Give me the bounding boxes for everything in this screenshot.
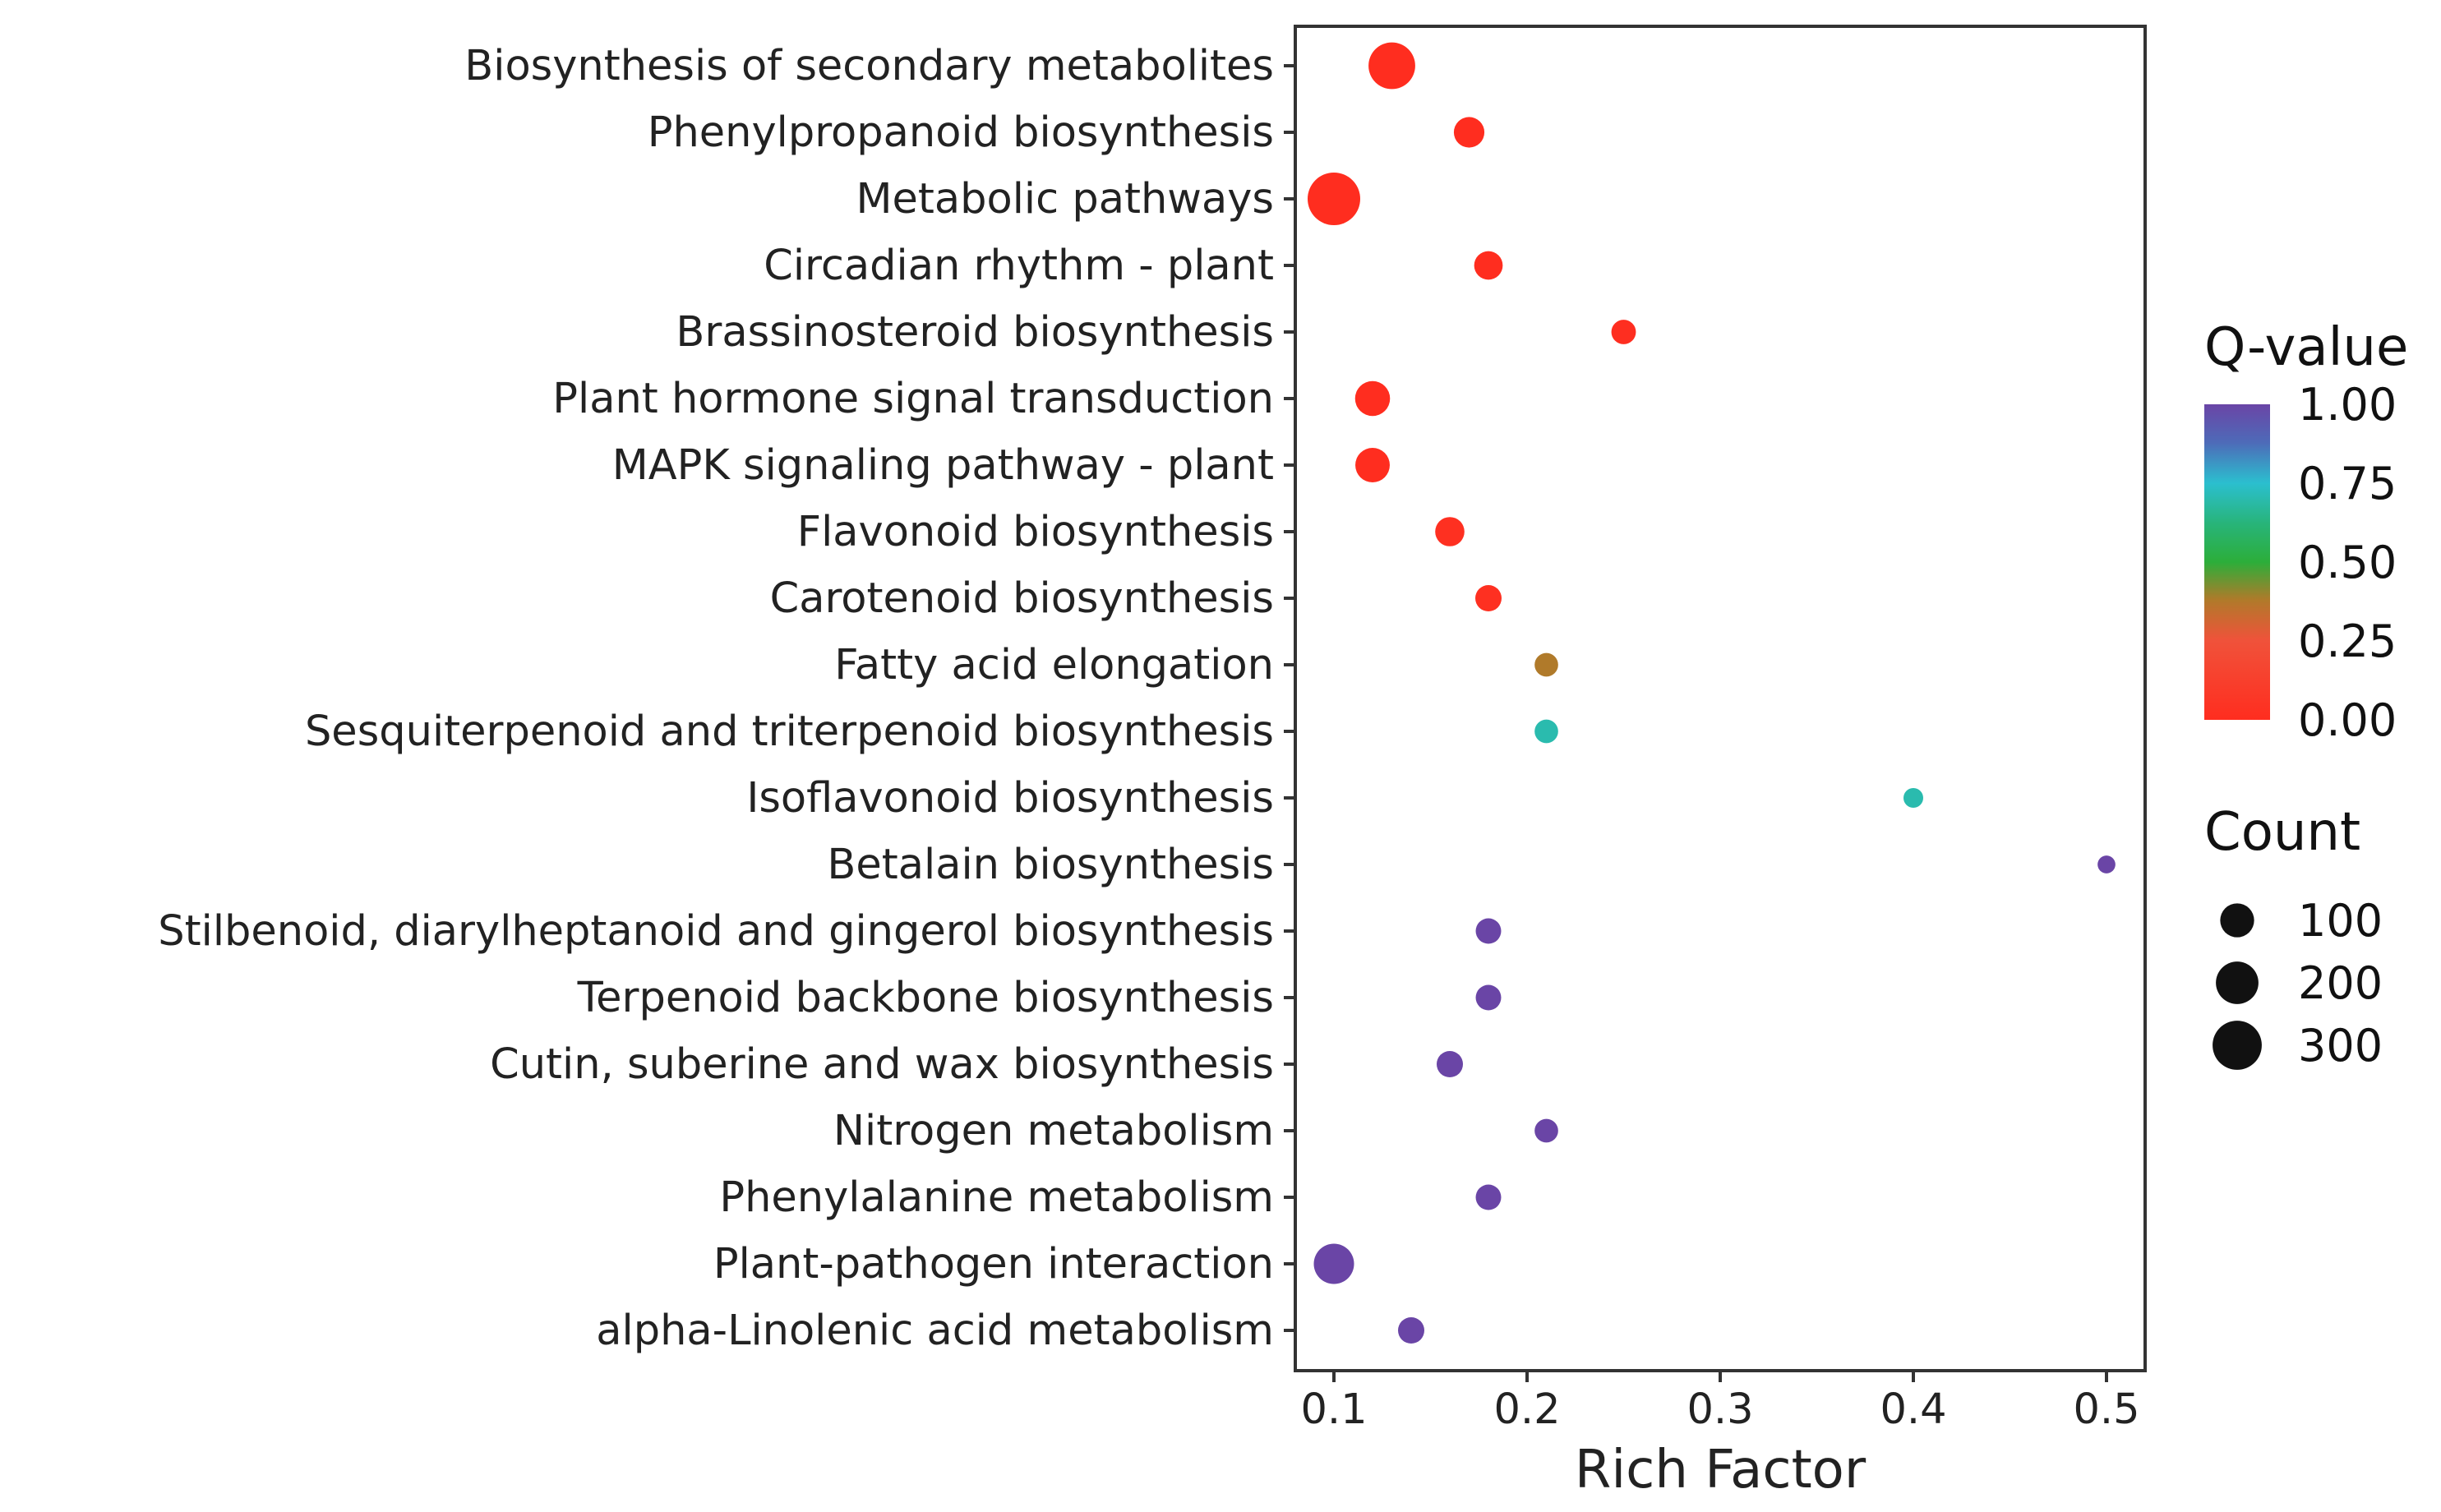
data-point bbox=[1435, 517, 1465, 546]
data-point bbox=[1355, 448, 1390, 482]
category-label: MAPK signaling pathway - plant bbox=[612, 441, 1274, 490]
x-tick-label: 0.1 bbox=[1300, 1385, 1367, 1434]
category-label: Brassinosteroid biosynthesis bbox=[676, 308, 1274, 357]
category-label: Fatty acid elongation bbox=[834, 641, 1274, 689]
data-point bbox=[1475, 984, 1502, 1011]
data-point bbox=[1903, 788, 1923, 808]
data-point bbox=[1611, 320, 1636, 344]
data-point bbox=[1475, 918, 1502, 944]
data-point bbox=[1368, 42, 1415, 90]
category-label: Isoflavonoid biosynthesis bbox=[746, 774, 1274, 823]
category-label: Stilbenoid, diarylheptanoid and gingerol… bbox=[158, 907, 1274, 956]
data-point bbox=[1534, 1118, 1558, 1143]
data-point bbox=[1398, 1317, 1424, 1344]
y-axis-ticks bbox=[1284, 64, 1295, 1332]
x-tick-label: 0.2 bbox=[1493, 1385, 1560, 1434]
data-point bbox=[1474, 251, 1503, 280]
x-tick-label: 0.3 bbox=[1687, 1385, 1753, 1434]
q-value-legend-label: 0.25 bbox=[2298, 615, 2397, 667]
count-legend-swatch bbox=[2220, 903, 2254, 938]
q-value-legend-label: 1.00 bbox=[2298, 379, 2397, 431]
category-label: Terpenoid backbone biosynthesis bbox=[577, 974, 1274, 1022]
q-value-legend-label: 0.50 bbox=[2298, 537, 2397, 588]
count-legend: Count 100 200 300 bbox=[2204, 802, 2383, 1072]
data-point bbox=[1453, 117, 1485, 148]
category-label: Biosynthesis of secondary metabolites bbox=[464, 42, 1274, 90]
plot-panel bbox=[1294, 25, 2147, 1372]
count-legend-label: 100 bbox=[2298, 895, 2383, 947]
q-value-legend: Q-value 1.00 0.75 0.50 0.25 0.00 bbox=[2204, 317, 2408, 746]
data-point bbox=[1308, 173, 1360, 225]
count-legend-swatch bbox=[2213, 1021, 2262, 1070]
data-point bbox=[1475, 1184, 1502, 1210]
category-label: Metabolic pathways bbox=[856, 175, 1274, 224]
data-point bbox=[1313, 1243, 1354, 1284]
data-points bbox=[1308, 42, 2116, 1344]
x-tick-label: 0.4 bbox=[1880, 1385, 1946, 1434]
q-value-legend-label: 0.75 bbox=[2298, 458, 2397, 509]
y-axis-labels: Biosynthesis of secondary metabolites Phe… bbox=[158, 42, 1274, 1355]
category-label: Plant hormone signal transduction bbox=[552, 375, 1274, 423]
category-label: Phenylpropanoid biosynthesis bbox=[648, 108, 1274, 157]
category-label: Plant-pathogen interaction bbox=[713, 1240, 1274, 1288]
data-point bbox=[1534, 652, 1558, 677]
data-point bbox=[2097, 855, 2116, 874]
x-axis-tick-labels: 0.1 0.2 0.3 0.4 0.5 bbox=[1300, 1385, 2139, 1434]
category-label: alpha-Linolenic acid metabolism bbox=[596, 1307, 1274, 1355]
count-legend-label: 300 bbox=[2298, 1020, 2383, 1072]
q-value-legend-label: 0.00 bbox=[2298, 694, 2397, 746]
count-legend-title: Count bbox=[2204, 802, 2360, 863]
x-axis-ticks bbox=[1332, 1371, 2108, 1382]
category-label: Circadian rhythm - plant bbox=[764, 242, 1274, 290]
data-point bbox=[1354, 380, 1391, 417]
x-tick-label: 0.5 bbox=[2073, 1385, 2139, 1434]
category-label: Betalain biosynthesis bbox=[827, 841, 1274, 889]
category-label: Sesquiterpenoid and triterpenoid biosynt… bbox=[305, 708, 1274, 756]
category-label: Cutin, suberine and wax biosynthesis bbox=[490, 1040, 1274, 1089]
category-label: Flavonoid biosynthesis bbox=[797, 508, 1274, 556]
count-legend-swatch bbox=[2216, 961, 2259, 1004]
q-value-colorbar bbox=[2204, 404, 2270, 720]
category-label: Nitrogen metabolism bbox=[833, 1107, 1274, 1155]
x-axis-title: Rich Factor bbox=[1575, 1440, 1867, 1500]
category-label: Carotenoid biosynthesis bbox=[770, 574, 1274, 623]
data-point bbox=[1475, 585, 1502, 611]
count-legend-label: 200 bbox=[2298, 957, 2383, 1009]
count-legend-items: 100 200 300 bbox=[2213, 895, 2383, 1072]
q-value-legend-title: Q-value bbox=[2204, 317, 2408, 378]
data-point bbox=[1437, 1051, 1463, 1077]
category-label: Phenylalanine metabolism bbox=[719, 1173, 1274, 1222]
data-point bbox=[1534, 719, 1558, 744]
q-value-legend-ticks: 1.00 0.75 0.50 0.25 0.00 bbox=[2270, 379, 2397, 746]
